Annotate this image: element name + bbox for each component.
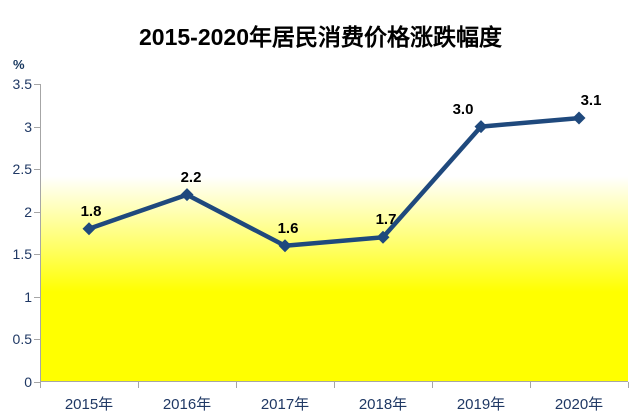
x-category-label: 2015年 bbox=[64, 396, 114, 413]
chart-title: 2015-2020年居民消费价格涨跌幅度 bbox=[139, 24, 502, 50]
y-tick-mark bbox=[34, 254, 40, 255]
y-tick-label: 2.5 bbox=[12, 161, 32, 178]
y-tick-mark bbox=[34, 297, 40, 298]
plot-area bbox=[40, 84, 628, 382]
x-category-label: 2019年 bbox=[456, 396, 506, 413]
x-tick-mark bbox=[40, 382, 41, 388]
x-tick-mark bbox=[530, 382, 531, 388]
x-tick-mark bbox=[138, 382, 139, 388]
y-tick-mark bbox=[34, 84, 40, 85]
data-point-label: 3.1 bbox=[580, 92, 602, 110]
x-tick-mark bbox=[432, 382, 433, 388]
x-category-label: 2017年 bbox=[260, 396, 310, 413]
y-tick-mark bbox=[34, 339, 40, 340]
y-tick-label: 1.5 bbox=[12, 246, 32, 263]
x-category-label: 2016年 bbox=[162, 396, 212, 413]
x-tick-mark bbox=[334, 382, 335, 388]
y-tick-mark bbox=[34, 382, 40, 383]
data-point-label: 1.6 bbox=[277, 219, 299, 237]
y-tick-label: 3 bbox=[24, 118, 32, 135]
y-tick-label: 2 bbox=[24, 203, 32, 220]
data-point-label: 1.8 bbox=[80, 202, 102, 220]
y-tick-label: 3.5 bbox=[12, 76, 32, 92]
x-category-label: 2020年 bbox=[554, 396, 604, 413]
x-category-label: 2018年 bbox=[358, 396, 408, 413]
data-point-label: 2.2 bbox=[180, 168, 202, 186]
data-point-label: 3.0 bbox=[452, 100, 474, 118]
data-point-label: 1.7 bbox=[375, 211, 397, 229]
y-tick-mark bbox=[34, 127, 40, 128]
y-axis-unit-label: % bbox=[13, 57, 25, 72]
y-tick-mark bbox=[34, 212, 40, 213]
y-tick-label: 0.5 bbox=[12, 331, 32, 348]
x-tick-mark bbox=[236, 382, 237, 388]
y-tick-label: 1 bbox=[24, 288, 32, 305]
x-tick-mark bbox=[628, 382, 629, 388]
y-tick-mark bbox=[34, 169, 40, 170]
y-tick-label: 0 bbox=[24, 374, 32, 390]
